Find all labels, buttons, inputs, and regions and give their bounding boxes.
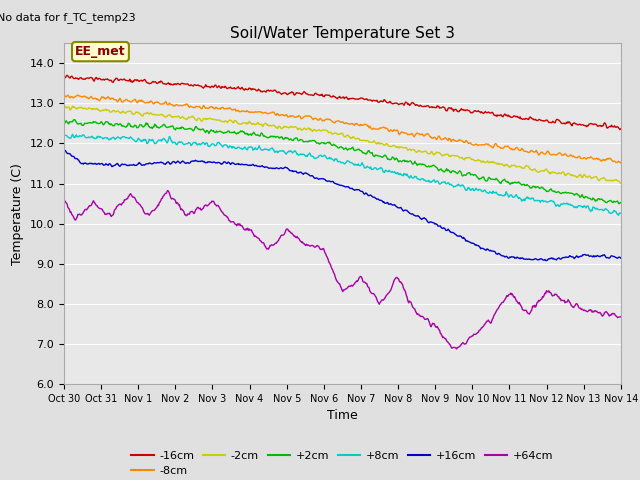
+64cm	[185, 211, 193, 217]
+16cm	[70, 154, 78, 160]
+16cm	[60, 147, 68, 153]
-2cm	[411, 148, 419, 154]
-16cm	[214, 84, 222, 90]
+64cm	[411, 306, 419, 312]
-2cm	[68, 103, 76, 109]
-16cm	[617, 126, 625, 132]
-8cm	[184, 102, 192, 108]
+2cm	[411, 158, 419, 164]
-8cm	[617, 160, 625, 166]
Line: -2cm: -2cm	[64, 106, 621, 183]
+64cm	[617, 314, 625, 320]
+16cm	[127, 162, 135, 168]
+2cm	[60, 120, 68, 126]
Line: -16cm: -16cm	[64, 75, 621, 130]
Line: +16cm: +16cm	[64, 150, 621, 261]
-2cm	[428, 149, 435, 155]
+8cm	[614, 213, 622, 218]
+2cm	[128, 124, 136, 130]
+2cm	[428, 164, 435, 169]
+64cm	[70, 216, 78, 221]
Line: +64cm: +64cm	[64, 191, 621, 349]
+16cm	[410, 212, 418, 218]
-8cm	[426, 134, 434, 140]
+16cm	[543, 258, 550, 264]
Legend: -16cm, -8cm, -2cm, +2cm, +8cm, +16cm, +64cm: -16cm, -8cm, -2cm, +2cm, +8cm, +16cm, +6…	[127, 446, 558, 480]
+8cm	[128, 135, 136, 141]
Y-axis label: Temperature (C): Temperature (C)	[11, 163, 24, 264]
+8cm	[68, 132, 76, 137]
-16cm	[428, 104, 435, 110]
+8cm	[71, 135, 79, 141]
+8cm	[428, 180, 435, 185]
-2cm	[71, 105, 79, 110]
-2cm	[617, 180, 625, 186]
+8cm	[214, 140, 222, 145]
+16cm	[617, 255, 625, 261]
+64cm	[60, 198, 68, 204]
+8cm	[617, 210, 625, 216]
+16cm	[426, 219, 434, 225]
-16cm	[63, 72, 71, 78]
Text: EE_met: EE_met	[75, 45, 126, 58]
+2cm	[617, 200, 625, 205]
-8cm	[127, 99, 135, 105]
+2cm	[616, 201, 623, 206]
Line: +2cm: +2cm	[64, 120, 621, 204]
Line: -8cm: -8cm	[64, 95, 621, 163]
-16cm	[411, 102, 419, 108]
-8cm	[214, 106, 221, 111]
Line: +8cm: +8cm	[64, 134, 621, 216]
-8cm	[410, 134, 418, 140]
+64cm	[164, 188, 172, 193]
-2cm	[128, 111, 136, 117]
Title: Soil/Water Temperature Set 3: Soil/Water Temperature Set 3	[230, 25, 455, 41]
-2cm	[214, 117, 222, 123]
+16cm	[214, 160, 221, 166]
-2cm	[60, 105, 68, 111]
+64cm	[127, 192, 135, 198]
+8cm	[60, 132, 68, 137]
-2cm	[185, 114, 193, 120]
Text: No data for f_TC_temp23: No data for f_TC_temp23	[0, 12, 136, 23]
+8cm	[185, 140, 193, 145]
-16cm	[128, 80, 136, 85]
X-axis label: Time: Time	[327, 409, 358, 422]
+64cm	[452, 346, 460, 352]
+8cm	[411, 173, 419, 179]
-8cm	[70, 95, 78, 100]
+2cm	[214, 129, 222, 135]
+2cm	[185, 126, 193, 132]
+64cm	[214, 203, 222, 208]
+64cm	[428, 324, 435, 330]
+2cm	[71, 117, 79, 122]
-16cm	[71, 76, 79, 82]
+2cm	[70, 117, 78, 123]
-16cm	[60, 75, 68, 81]
+16cm	[184, 160, 192, 166]
-16cm	[616, 127, 624, 132]
-8cm	[60, 92, 68, 98]
-16cm	[185, 82, 193, 88]
